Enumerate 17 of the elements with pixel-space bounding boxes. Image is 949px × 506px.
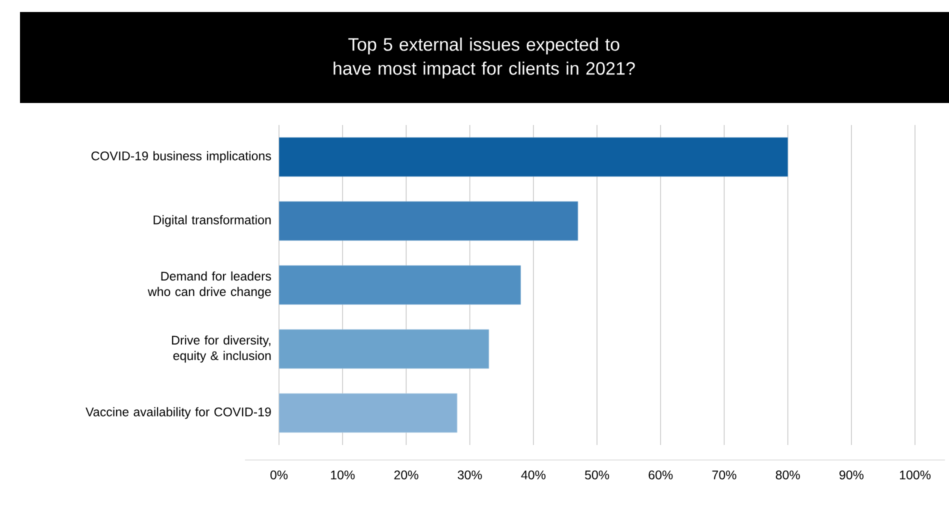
y-tick-label: Drive for diversity, equity & inclusion <box>172 335 271 363</box>
x-tick-label: 80% <box>776 470 800 480</box>
x-tick-label: 100% <box>900 470 931 480</box>
y-tick-label: COVID-19 business implications <box>92 151 271 163</box>
x-tick-label: 20% <box>394 470 418 480</box>
x-tick-label: 30% <box>458 470 482 480</box>
y-tick-label: Vaccine availability for COVID-19 <box>86 407 271 419</box>
x-tick-label: 10% <box>331 470 355 480</box>
x-tick-label: 90% <box>839 470 864 480</box>
x-tick-label: 70% <box>712 470 736 480</box>
x-tick-label: 40% <box>521 470 546 480</box>
x-tick-label: 0% <box>270 470 288 480</box>
chart-title: Top 5 external issues expected to have most impact for clients in 2021? <box>334 38 635 78</box>
x-tick-label: 50% <box>584 470 610 480</box>
y-tick-label: Digital transformation <box>154 215 271 227</box>
y-tick-label: Demand for leaders who can drive change <box>148 271 271 299</box>
x-tick-label: 60% <box>648 470 673 480</box>
